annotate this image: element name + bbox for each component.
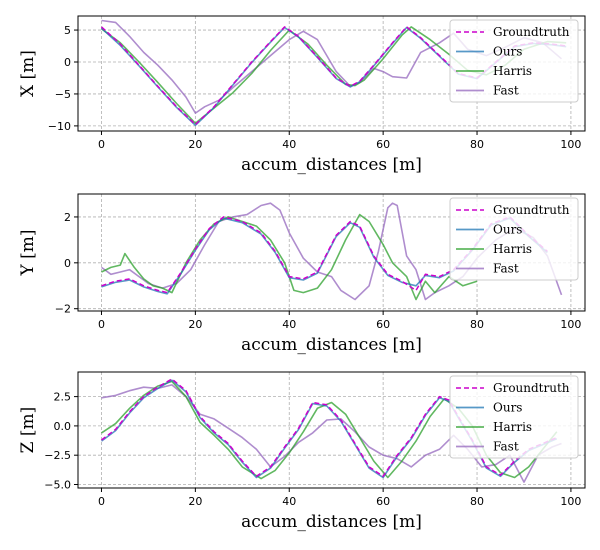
legend-label-harris: Harris — [493, 64, 532, 78]
series-line-fast — [101, 384, 562, 483]
legend-box — [449, 19, 579, 103]
y-axis-label: X [m] — [18, 50, 38, 97]
legend-label-groundtruth: Groundtruth — [493, 25, 570, 39]
x-tick-label: 0 — [98, 318, 105, 331]
legend: Groundtruth Ours Harris Fast — [449, 375, 579, 459]
x-axis-label: accum_distances [m] — [241, 512, 422, 532]
legend-label-groundtruth: Groundtruth — [493, 381, 570, 395]
x-tick-label: 40 — [282, 318, 296, 331]
x-tick-label: 100 — [560, 495, 581, 508]
x-tick-label: 60 — [376, 318, 390, 331]
legend: Groundtruth Ours Harris Fast — [449, 19, 579, 103]
y-tick-label: 0 — [64, 56, 71, 69]
panel-x: 0 20 40 60 80 100 5 0 −5 −10 accum_distances [m] X … — [18, 15, 586, 175]
panel-z: 0 20 40 60 80 100 2.5 0.0 −2.5 −5.0 accum_distance… — [18, 371, 586, 532]
legend-label-fast: Fast — [493, 440, 519, 454]
y-axis-label: Z [m] — [18, 407, 38, 454]
y-tick-label: 0.0 — [54, 420, 72, 433]
legend-label-fast: Fast — [493, 84, 519, 98]
legend-box — [449, 197, 579, 281]
x-tick-label: 60 — [376, 495, 390, 508]
legend-label-harris: Harris — [493, 242, 532, 256]
legend-label-ours: Ours — [493, 223, 522, 237]
y-tick-label: 5 — [64, 24, 71, 37]
legend-label-harris: Harris — [493, 420, 532, 434]
x-tick-label: 80 — [470, 318, 484, 331]
legend: Groundtruth Ours Harris Fast — [449, 197, 579, 281]
x-tick-label: 60 — [376, 138, 390, 151]
y-tick-label: 2.5 — [54, 391, 72, 404]
y-tick-label: −5.0 — [44, 478, 71, 491]
y-tick-label: 0 — [64, 257, 71, 270]
legend-label-ours: Ours — [493, 401, 522, 415]
x-tick-label: 40 — [282, 495, 296, 508]
axes-frame — [77, 193, 586, 312]
legend-label-fast: Fast — [493, 262, 519, 276]
x-tick-label: 80 — [470, 138, 484, 151]
series-line-groundtruth — [100, 26, 567, 126]
x-tick-label: 100 — [560, 318, 581, 331]
y-tick-label: −5 — [55, 88, 71, 101]
y-axis-label: Y [m] — [18, 229, 38, 276]
y-tick-label: −2 — [55, 303, 71, 316]
x-tick-label: 20 — [188, 138, 202, 151]
x-tick-label: 0 — [98, 495, 105, 508]
legend-label-groundtruth: Groundtruth — [493, 203, 570, 217]
y-tick-label: −2.5 — [44, 449, 71, 462]
x-tick-label: 80 — [470, 495, 484, 508]
x-axis-label: accum_distances [m] — [241, 335, 422, 355]
y-tick-label: 2 — [64, 211, 71, 224]
axes-frame — [77, 15, 586, 132]
x-tick-label: 20 — [188, 495, 202, 508]
legend-label-ours: Ours — [493, 45, 522, 59]
series-line-harris — [101, 213, 478, 301]
x-tick-label: 0 — [98, 138, 105, 151]
x-axis-label: accum_distances [m] — [241, 155, 422, 175]
x-tick-label: 20 — [188, 318, 202, 331]
x-tick-label: 100 — [560, 138, 581, 151]
x-tick-label: 40 — [282, 138, 296, 151]
y-tick-label: −10 — [48, 120, 71, 133]
axes-frame — [77, 371, 586, 489]
legend-box — [449, 375, 579, 459]
